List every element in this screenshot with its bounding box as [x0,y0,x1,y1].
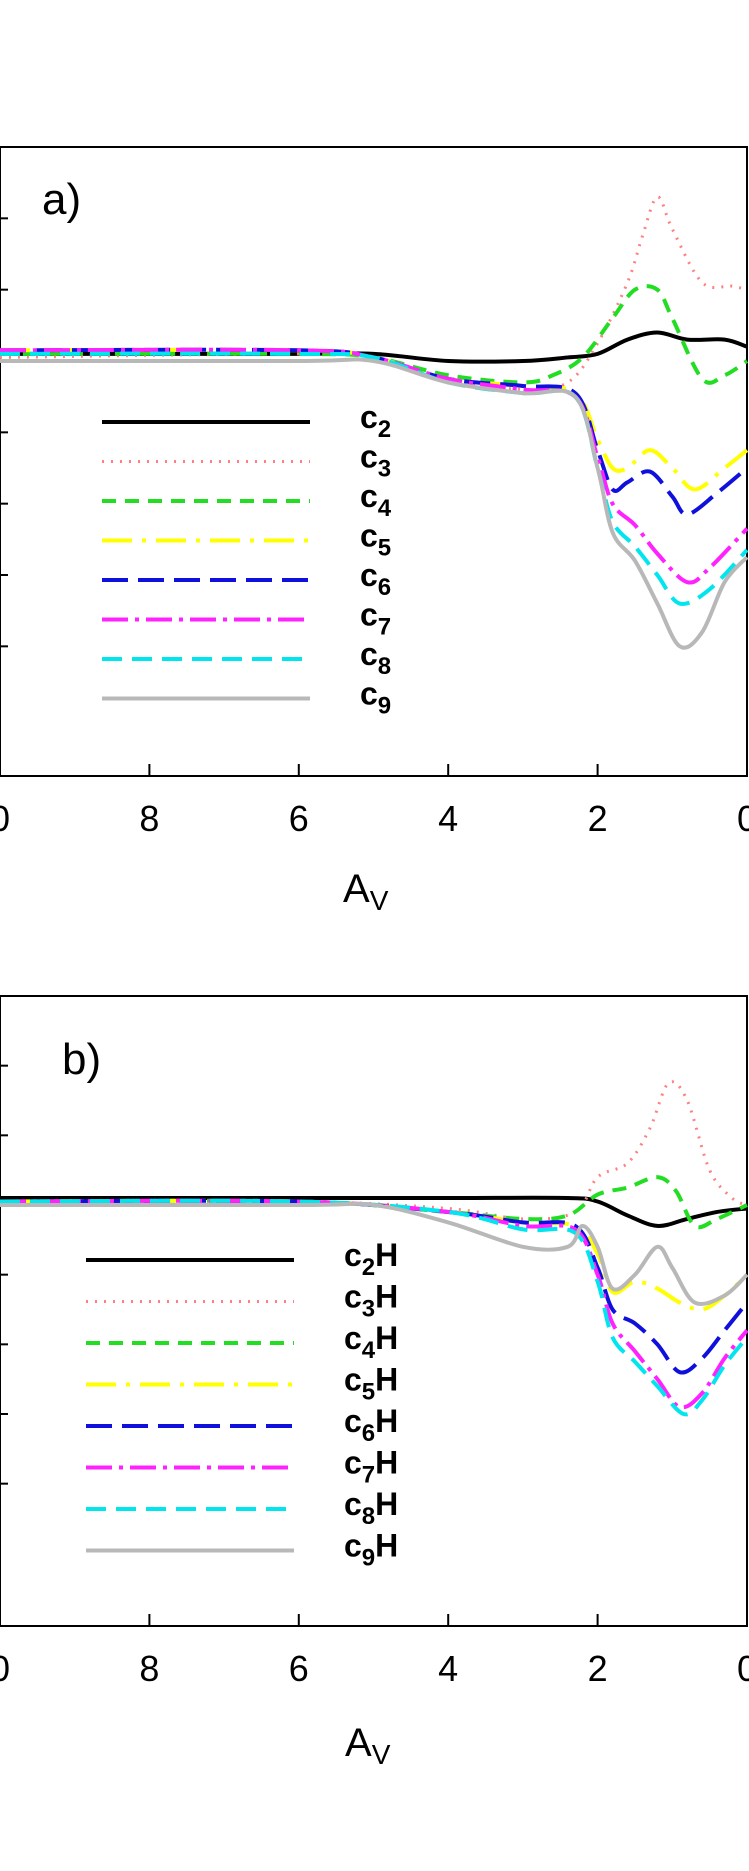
x-axis-label-main: A [343,867,370,911]
legend-entry-label: c7 [360,597,391,641]
x-axis-label-b: AV [345,1721,391,1770]
legend-entry-label: c2H [344,1237,398,1281]
panel-label-b: b) [62,1035,101,1084]
x-tick-label: 4 [438,1648,458,1689]
legend-entry-label: c4 [360,478,392,522]
x-axis-label-a: AV [343,867,389,916]
legend-entry-label: c3H [344,1279,398,1323]
series-line-c7H [0,1198,749,1410]
x-tick-label: 8 [139,1648,159,1689]
x-tick-label: 2 [588,1648,608,1689]
series-line-c9H [0,1201,749,1307]
x-tick-label: 2 [588,798,608,839]
legend-entry-label: c7H [344,1445,398,1489]
series-line-c3 [0,195,748,392]
legend-entry-label: c9 [360,676,391,720]
legend-entry-label: c6 [360,557,391,601]
plot-frame-a [0,146,748,777]
x-ticks-a: 0 8 6 4 2 0 [0,217,749,839]
panel-label-a: a) [42,175,81,224]
series-line-c9 [0,357,749,650]
legend-entry-label: c8H [344,1486,398,1530]
series-line-c8 [0,351,749,606]
x-axis-label-sub: V [370,885,389,916]
x-tick-label: 0 [737,798,749,839]
x-tick-label: 0 [737,1648,749,1689]
x-tick-label: 6 [289,798,309,839]
legend-entry-label: c9H [344,1528,398,1572]
x-tick-label: 6 [289,1648,309,1689]
x-tick-label: 8 [139,798,159,839]
series-lines-a [0,195,749,650]
legend-entry-label: c6H [344,1403,398,1447]
x-tick-label: 0 [0,1648,10,1689]
plot-frame-b [0,995,748,1627]
x-tick-label: 4 [438,798,458,839]
legend-entry-label: c2 [360,399,391,443]
x-axis-label-main: A [345,1721,372,1765]
series-lines-b [0,1080,749,1417]
x-axis-label-sub: V [372,1739,391,1770]
x-tick-label: 0 [0,798,10,839]
legend-entry-label: c5 [360,518,391,562]
legend-entry-label: c5H [344,1362,398,1406]
legend-entry-label: c3 [360,439,391,483]
series-line-c8H [0,1198,749,1417]
x-ticks-b: 0 8 6 4 2 0 [0,1064,749,1689]
legend-entry-label: c8 [360,636,391,680]
legend-entry-label: c4H [344,1320,398,1364]
